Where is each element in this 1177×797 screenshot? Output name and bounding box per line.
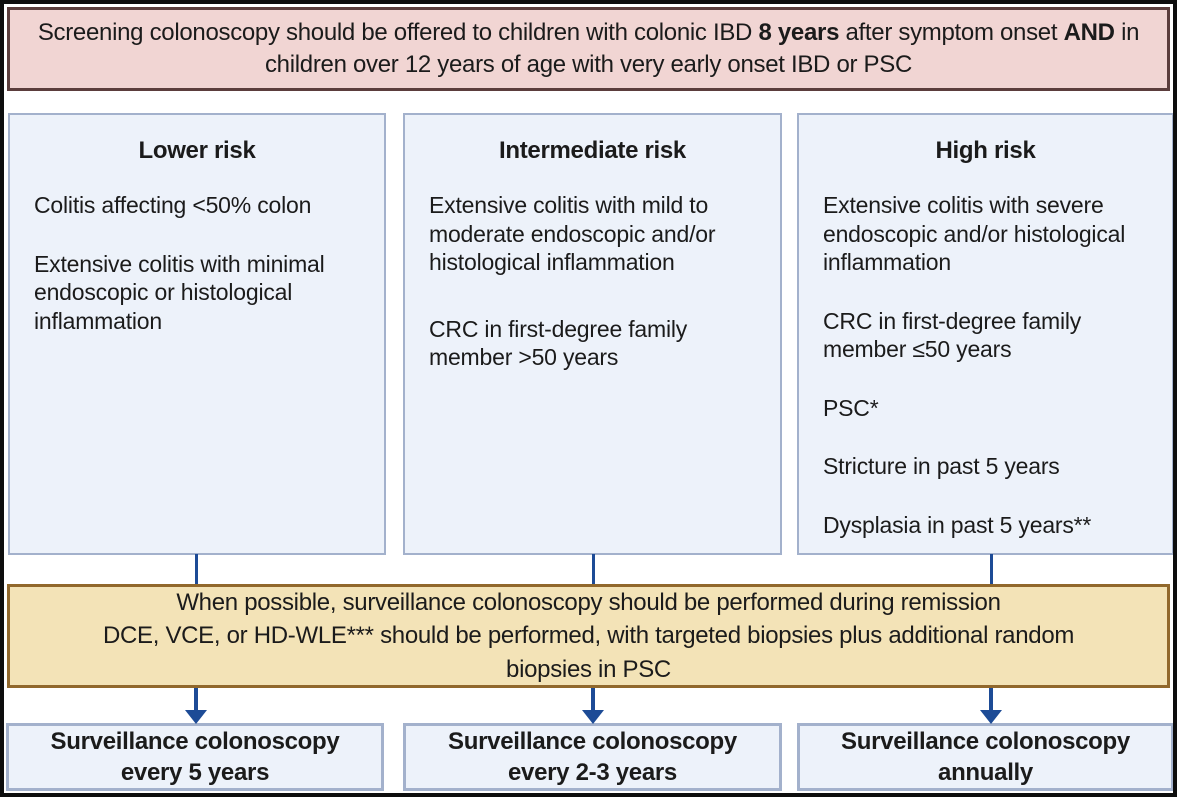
risk-column-intermediate: Intermediate risk Extensive colitis with… — [403, 113, 782, 555]
outcome-box-intermediate: Surveillance colonoscopy every 2-3 years — [403, 723, 782, 791]
risk-item: PSC* — [823, 394, 879, 421]
outcome-box-high: Surveillance colonoscopy annually — [797, 723, 1173, 791]
risk-column-lower: Lower risk Colitis affecting <50% colon … — [8, 113, 386, 555]
outcome-line: annually — [938, 759, 1033, 786]
risk-item: Colitis affecting <50% colon — [34, 192, 312, 218]
down-arrow-icon — [980, 688, 1002, 724]
top-banner-part3: in children over 12 years of age with ve… — [264, 19, 1140, 78]
risk-item: Stricture in past 5 years — [823, 453, 1060, 480]
outcome-line: Surveillance colonoscopy — [50, 727, 340, 755]
down-arrow-icon — [582, 688, 604, 724]
outcome-line: Surveillance colonoscopy — [841, 727, 1130, 755]
arrow-head — [185, 710, 207, 724]
connector-line-right — [990, 554, 993, 586]
middle-banner-line: DCE, VCE, or HD-WLE*** should be perform… — [102, 622, 1075, 650]
top-banner-part1: Screening colonoscopy should be offered … — [37, 19, 759, 47]
risk-item: CRC in first-degree family member >50 ye… — [429, 315, 688, 371]
risk-item: Extensive colitis with minimal endoscopi… — [34, 250, 325, 334]
outcome-box-lower: Surveillance colonoscopy every 5 years — [6, 723, 384, 791]
arrow-head — [582, 710, 604, 724]
outcome-line: every 2-3 years — [508, 759, 677, 786]
arrow-head — [980, 710, 1002, 724]
risk-title: Lower risk — [138, 137, 256, 164]
top-banner-bold-8-years: 8 years — [758, 19, 840, 47]
connector-line-middle — [592, 554, 595, 586]
arrow-stem — [591, 688, 595, 712]
down-arrow-icon — [185, 688, 207, 724]
risk-title: High risk — [935, 137, 1036, 164]
arrow-stem — [194, 688, 198, 712]
risk-column-high: High risk Extensive colitis with severe … — [797, 113, 1173, 555]
risk-item: Dysplasia in past 5 years** — [823, 511, 1092, 538]
top-banner-text: Screening colonoscopy should be offered … — [24, 17, 1153, 81]
middle-banner: When possible, surveillance colonoscopy … — [7, 584, 1170, 688]
middle-banner-line: When possible, surveillance colonoscopy … — [176, 589, 1001, 617]
risk-title: Intermediate risk — [499, 137, 686, 164]
top-banner-bold-and: AND — [1063, 19, 1115, 47]
risk-item: Extensive colitis with mild to moderate … — [429, 192, 716, 276]
top-banner: Screening colonoscopy should be offered … — [7, 7, 1170, 91]
arrow-stem — [989, 688, 993, 712]
connector-line-left — [195, 554, 198, 586]
risk-item: CRC in first-degree family member ≤50 ye… — [823, 307, 1082, 363]
middle-banner-line: biopsies in PSC — [506, 655, 671, 683]
top-banner-part2: after symptom onset — [839, 19, 1064, 47]
risk-item: Extensive colitis with severe endoscopic… — [823, 192, 1126, 276]
outcome-line: Surveillance colonoscopy — [448, 727, 737, 755]
outcome-line: every 5 years — [120, 759, 270, 786]
